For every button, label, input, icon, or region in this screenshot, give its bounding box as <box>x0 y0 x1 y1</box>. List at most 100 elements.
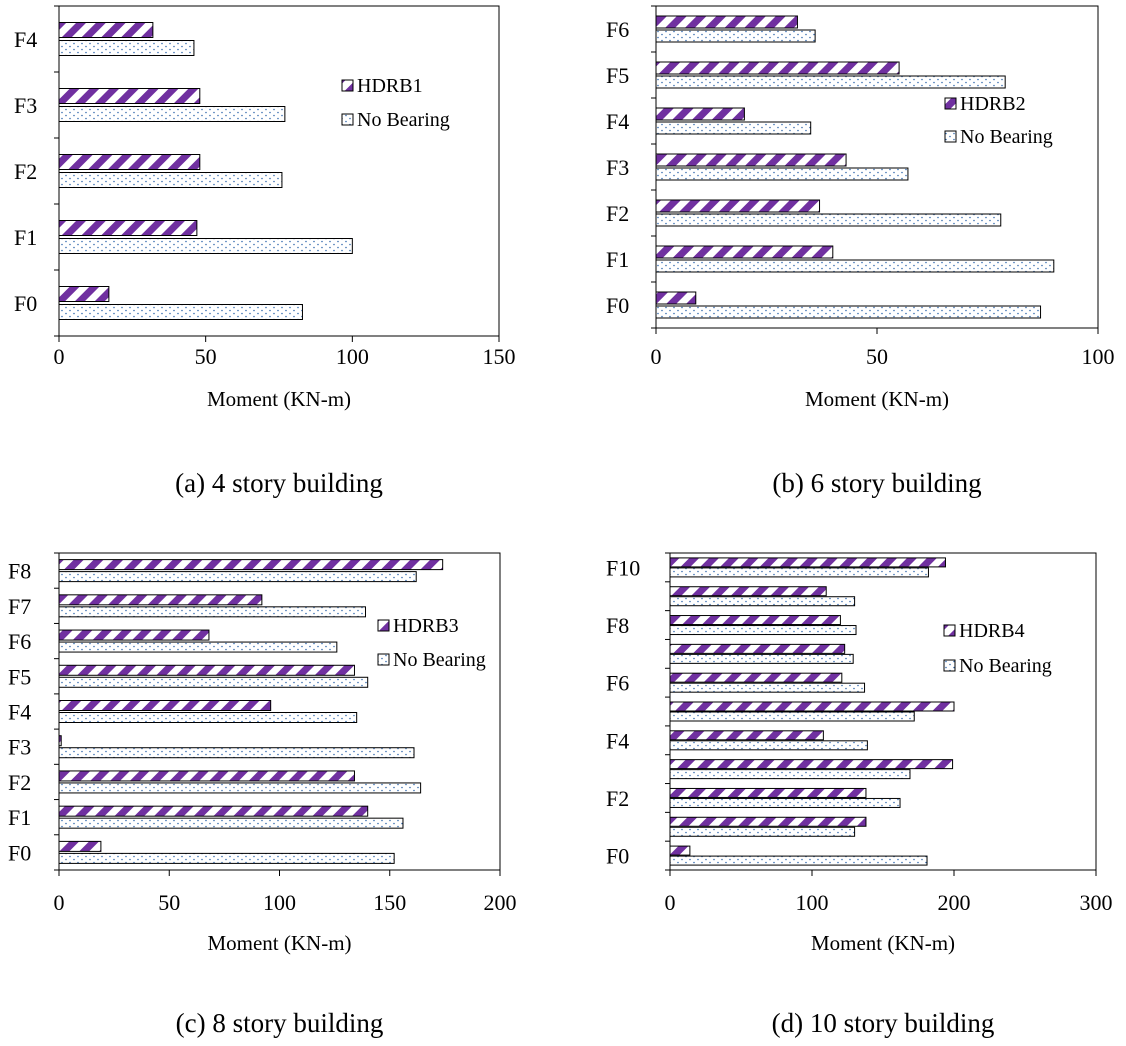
bar-no-bearing-f1 <box>655 259 1055 273</box>
x-tick-label: 50 <box>866 344 888 369</box>
x-tick-label: 200 <box>484 890 517 915</box>
x-tick-label: 100 <box>336 344 369 369</box>
legend-label: HDRB1 <box>357 75 423 97</box>
y-category-label: F10 <box>606 555 640 580</box>
legend-swatch <box>943 624 956 637</box>
legend-swatch <box>377 653 390 666</box>
bar-no-bearing-f3 <box>669 769 911 780</box>
y-category-label: F1 <box>8 805 31 830</box>
x-tick-label: 100 <box>796 890 829 915</box>
bar-no-bearing-f1 <box>58 817 404 829</box>
bar-no-bearing-f3 <box>655 167 909 181</box>
y-category-label: F0 <box>8 840 31 865</box>
bar-no-bearing-f8 <box>58 571 417 583</box>
bar-hdrb1-f1 <box>58 220 198 236</box>
y-category-label: F6 <box>606 17 629 42</box>
legend-label: HDRB2 <box>960 93 1026 115</box>
bar-hdrb4-f0 <box>669 845 691 856</box>
bar-no-bearing-f3 <box>58 106 286 122</box>
bar-hdrb4-f2 <box>669 787 867 798</box>
chart-panel-a: 0 50 100 150 F0 F1 F2 F3 F4 HDRB1 No Bearing Moment… <box>14 5 516 498</box>
legend-label: No Bearing <box>960 126 1053 148</box>
x-tick-label: 100 <box>1082 344 1115 369</box>
bar-hdrb4-f6 <box>669 672 843 683</box>
bar-no-bearing-f0 <box>655 305 1042 319</box>
x-axis-label: Moment (KN-m) <box>207 931 351 955</box>
bar-hdrb2-f6 <box>655 15 798 29</box>
panel-caption: (c) 8 story building <box>176 1008 384 1038</box>
legend-swatch <box>944 130 957 143</box>
bar-hdrb4-f10 <box>669 557 946 568</box>
x-tick-label: 0 <box>651 344 662 369</box>
bar-no-bearing-f0 <box>58 304 303 320</box>
bar-no-bearing-f2 <box>58 172 283 188</box>
bar-no-bearing-f3 <box>58 747 415 759</box>
x-tick-label: 150 <box>373 890 406 915</box>
x-tick-label: 200 <box>938 890 971 915</box>
x-tick-label: 50 <box>195 344 217 369</box>
y-category-label: F1 <box>606 247 629 272</box>
x-tick-label: 50 <box>158 890 180 915</box>
legend-swatch <box>943 659 956 672</box>
bar-hdrb2-f0 <box>655 291 697 305</box>
bar-no-bearing-f8 <box>669 625 857 636</box>
bar-hdrb1-f3 <box>58 88 201 104</box>
bar-no-bearing-f5 <box>655 75 1006 89</box>
bar-hdrb3-f7 <box>58 594 263 606</box>
legend-swatch <box>341 113 354 126</box>
plot-frame <box>58 5 500 337</box>
bar-hdrb4-f8 <box>669 615 841 626</box>
bar-hdrb3-f8 <box>58 559 444 571</box>
bar-hdrb4-f9 <box>669 586 827 597</box>
bar-hdrb1-f0 <box>58 286 110 302</box>
bar-no-bearing-f7 <box>669 653 854 664</box>
y-category-label: F4 <box>606 109 629 134</box>
y-category-label: F5 <box>8 664 31 689</box>
panel-caption: (b) 6 story building <box>772 468 981 498</box>
bar-no-bearing-f0 <box>58 852 395 864</box>
bar-no-bearing-f6 <box>655 29 816 43</box>
y-category-label: F3 <box>606 155 629 180</box>
bar-hdrb4-f4 <box>669 730 824 741</box>
bar-hdrb3-f0 <box>58 840 102 852</box>
y-category-label: F0 <box>14 291 37 316</box>
panel-caption: (d) 10 story building <box>772 1008 995 1038</box>
x-tick-label: 0 <box>54 344 65 369</box>
bar-no-bearing-f1 <box>669 826 856 837</box>
bar-no-bearing-f4 <box>58 712 358 723</box>
bar-hdrb3-f3 <box>58 735 62 747</box>
y-category-label: F4 <box>8 700 31 725</box>
bar-hdrb3-f1 <box>58 805 369 817</box>
y-category-label: F2 <box>606 201 629 226</box>
bar-no-bearing-f4 <box>655 121 812 135</box>
bar-hdrb2-f3 <box>655 153 847 167</box>
bar-hdrb4-f3 <box>669 759 954 770</box>
y-category-label: F3 <box>8 735 31 760</box>
y-category-label: F2 <box>8 770 31 795</box>
legend-label: HDRB3 <box>393 615 459 637</box>
x-tick-label: 0 <box>665 890 676 915</box>
legend-swatch <box>944 97 957 110</box>
chart-panel-c: 0 50 100 150 200 F0 F1 F2 F3 F4 F5 F6 F7 F8 HDRB3 No Be… <box>8 552 517 1038</box>
bar-hdrb3-f2 <box>58 770 355 782</box>
y-category-label: F0 <box>606 293 629 318</box>
bar-hdrb3-f4 <box>58 700 272 711</box>
bar-no-bearing-f9 <box>669 596 856 607</box>
bar-hdrb4-f5 <box>669 701 955 712</box>
y-category-label: F4 <box>14 27 37 52</box>
y-category-label: F7 <box>8 594 31 619</box>
legend-swatch <box>377 619 390 632</box>
bar-hdrb2-f5 <box>655 61 900 75</box>
bar-no-bearing-f6 <box>58 641 338 653</box>
y-category-label: F8 <box>8 559 31 584</box>
legend-label: HDRB4 <box>959 620 1025 642</box>
panel-caption: (a) 4 story building <box>175 468 383 498</box>
bar-no-bearing-f5 <box>58 676 369 688</box>
x-tick-label: 150 <box>483 344 516 369</box>
x-axis-label: Moment (KN-m) <box>207 387 351 411</box>
chart-panel-b: 0 50 100 F0 F1 F2 F3 F4 F5 F6 HDRB2 No Bearing Momen… <box>606 5 1115 498</box>
bar-no-bearing-f6 <box>669 682 866 693</box>
bar-no-bearing-f2 <box>58 782 422 794</box>
y-category-label: F1 <box>14 225 37 250</box>
